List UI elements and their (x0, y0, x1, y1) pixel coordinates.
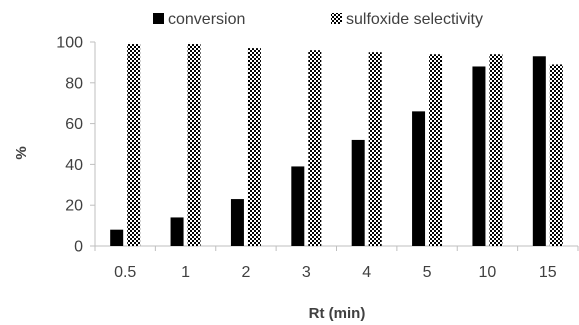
bar-conversion-1 (170, 217, 184, 246)
y-tick-label-0: 0 (74, 239, 83, 256)
y-tick-label-40: 40 (65, 157, 83, 174)
x-tick-label-5: 5 (423, 264, 432, 281)
bar-conversion-5 (412, 111, 426, 246)
bar-sulfoxide-selectivity-4 (368, 52, 382, 247)
y-axis-ticks: 0 20 40 60 80 100 (56, 35, 95, 256)
x-tick-label-3: 3 (302, 264, 311, 281)
bar-conversion-0-5 (110, 229, 124, 246)
y-tick-label-100: 100 (56, 35, 83, 52)
bar-conversion-2 (230, 199, 244, 246)
y-tick-label-80: 80 (65, 75, 83, 92)
bar-sulfoxide-selectivity-1 (187, 44, 201, 246)
x-tick-label-15: 15 (539, 264, 557, 281)
x-axis-title: Rt (min) (309, 305, 366, 322)
bar-conversion-4 (351, 139, 365, 246)
bar-conversion-15 (532, 56, 546, 246)
x-tick-label-1: 1 (181, 264, 190, 281)
x-tick-label-10: 10 (479, 264, 497, 281)
y-tick-label-60: 60 (65, 116, 83, 133)
x-tick-label-2: 2 (241, 264, 250, 281)
legend-swatch-sulfoxide-selectivity (331, 13, 342, 24)
legend-swatch-conversion (153, 13, 164, 24)
x-axis-ticks: 0.5 1 2 3 4 5 10 15 (94, 246, 579, 281)
x-tick-label-0-5: 0.5 (114, 264, 136, 281)
bar-sulfoxide-selectivity-2 (247, 48, 261, 247)
y-tick-label-20: 20 (65, 198, 83, 215)
bar-sulfoxide-selectivity-15 (549, 64, 563, 246)
y-axis-title: % (13, 146, 30, 159)
bar-sulfoxide-selectivity-10 (489, 54, 503, 246)
legend-label-conversion: conversion (168, 11, 245, 28)
bar-sulfoxide-selectivity-0-5 (127, 44, 141, 246)
x-tick-label-4: 4 (362, 264, 371, 281)
bar-sulfoxide-selectivity-5 (429, 54, 443, 246)
legend: conversion sulfoxide selectivity (153, 11, 483, 28)
legend-label-sulfoxide-selectivity: sulfoxide selectivity (346, 11, 483, 28)
bars (110, 44, 563, 247)
bar-sulfoxide-selectivity-3 (308, 50, 322, 246)
bar-conversion-10 (472, 66, 486, 246)
bar-conversion-3 (291, 166, 305, 246)
